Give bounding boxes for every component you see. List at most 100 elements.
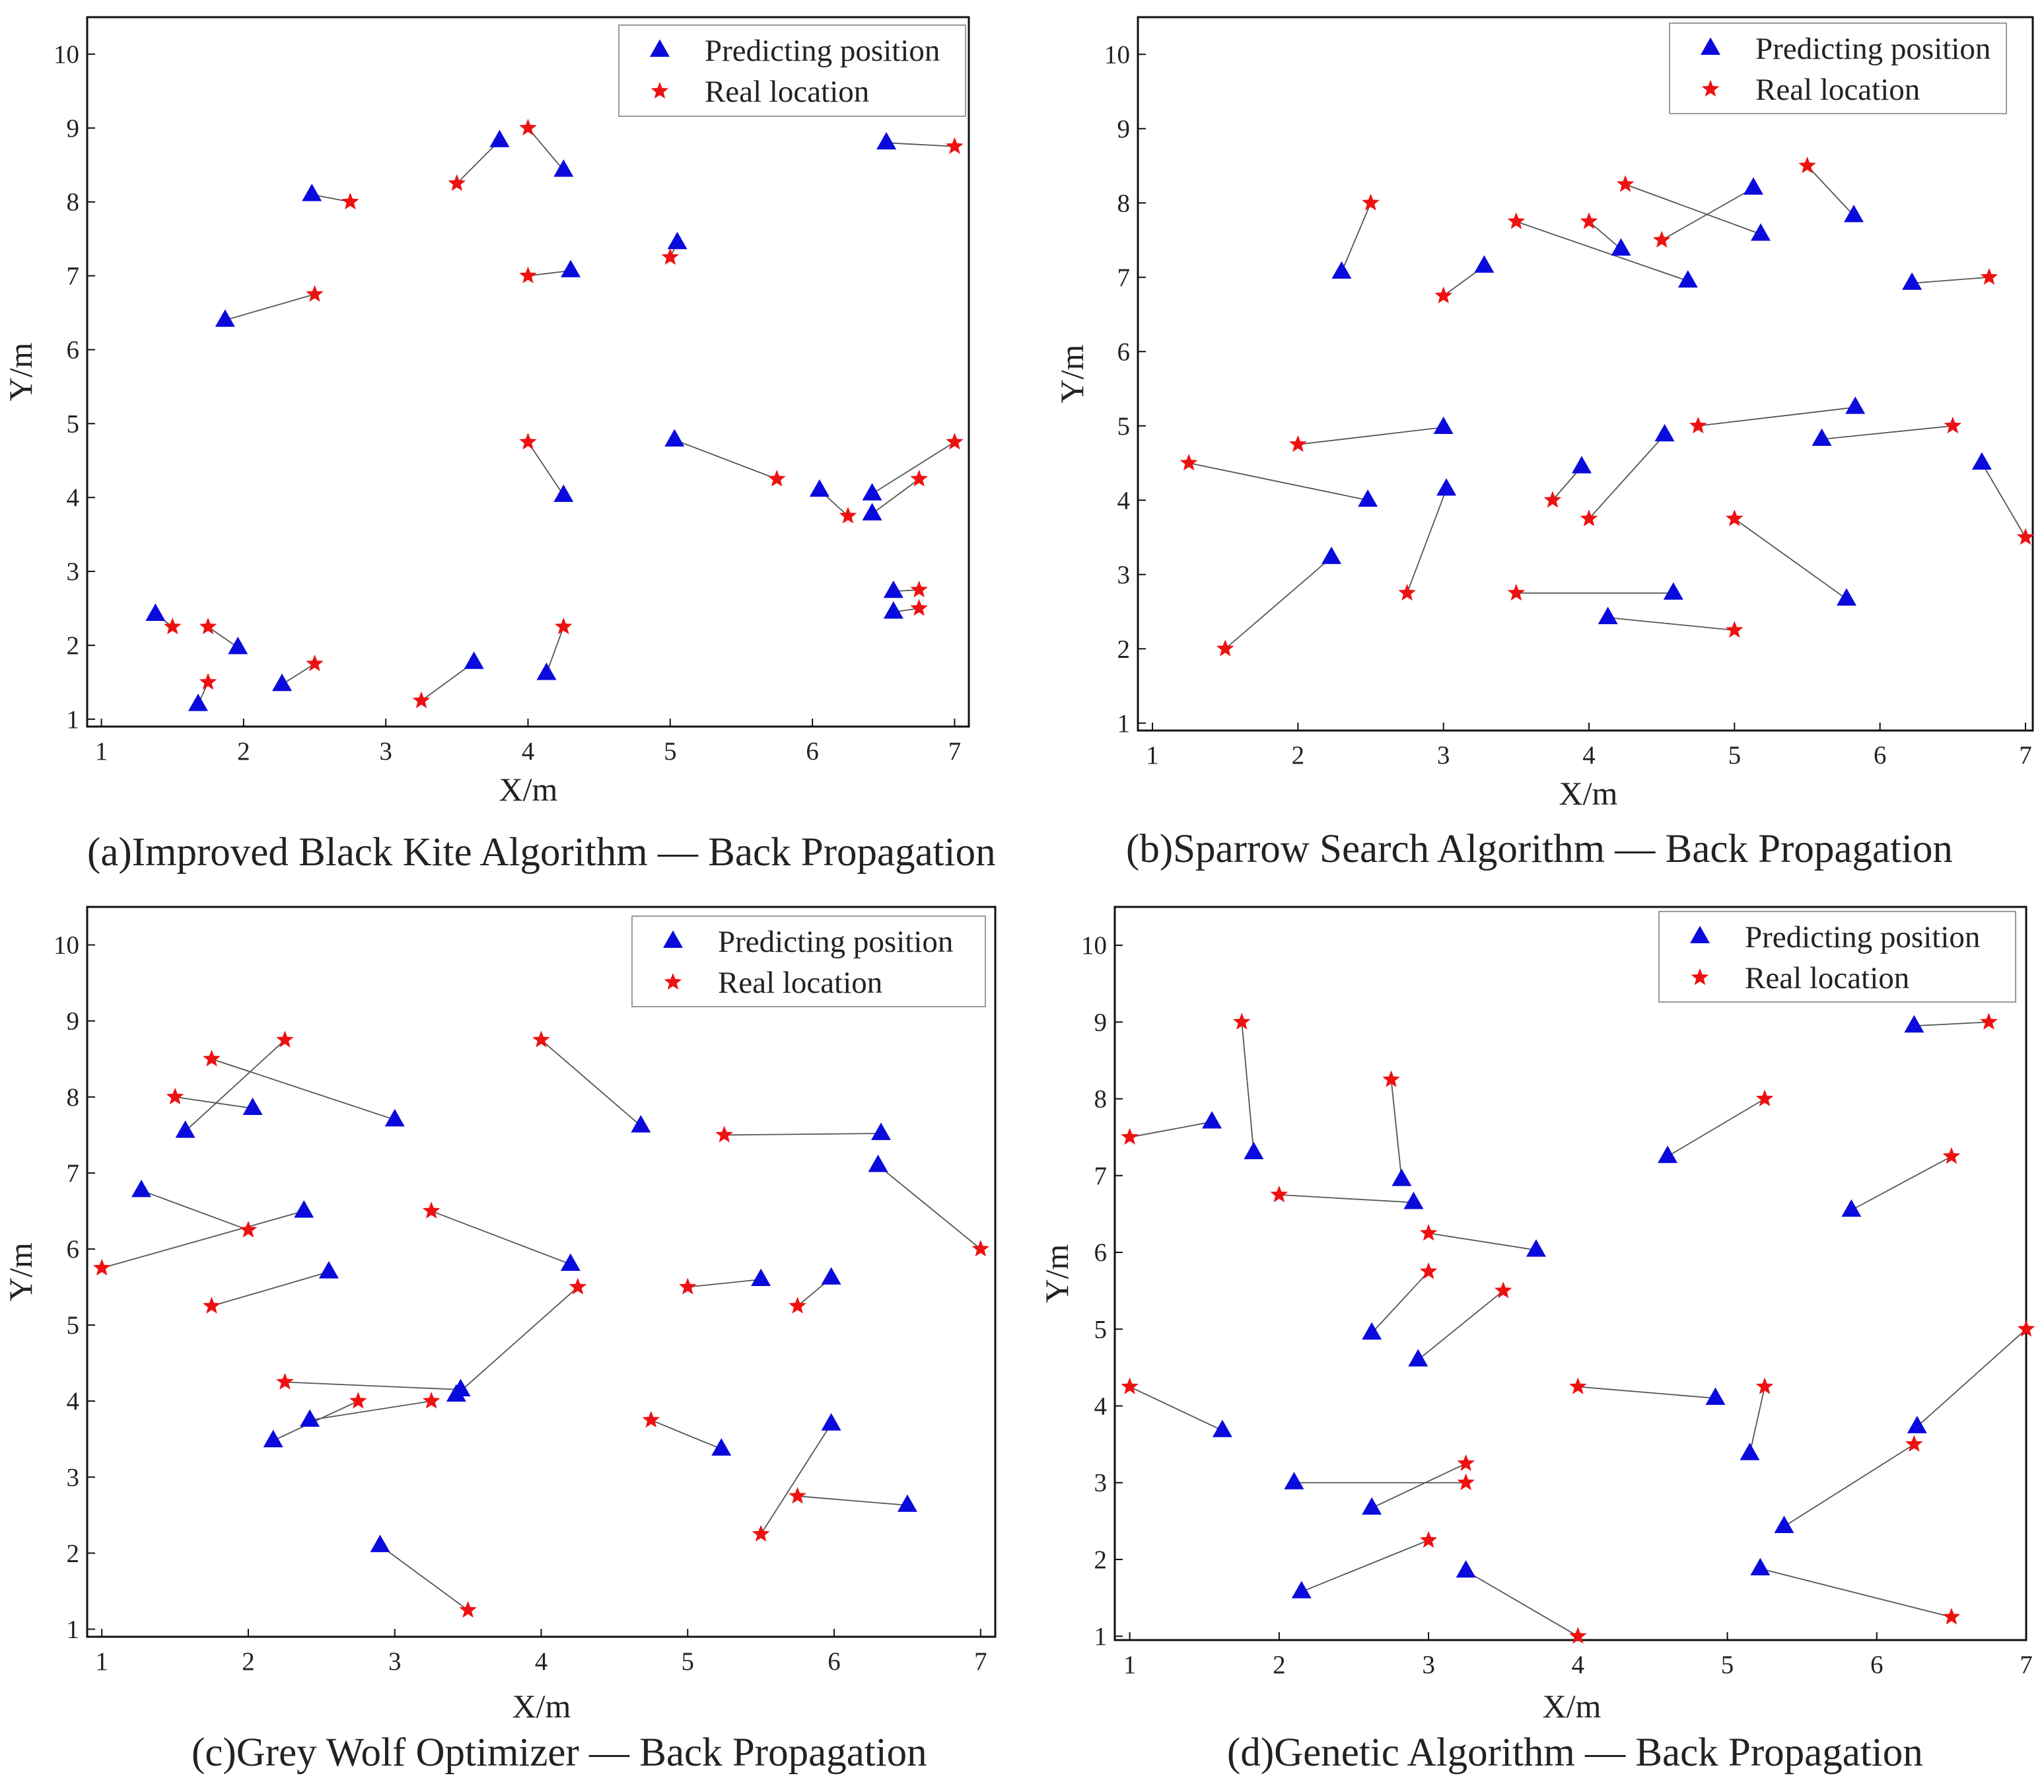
x-tick-label: 7 xyxy=(2019,741,2032,770)
predicted-point xyxy=(1526,1239,1546,1257)
error-link-line xyxy=(1588,434,1666,519)
error-link-line xyxy=(674,439,777,480)
predicted-point xyxy=(1750,1558,1771,1575)
real-point xyxy=(1233,1013,1251,1030)
predicted-point xyxy=(1654,423,1675,442)
real-point xyxy=(239,1221,258,1238)
y-tick-label: 8 xyxy=(67,1083,80,1112)
predicted-point xyxy=(536,663,557,680)
error-link-line xyxy=(309,1400,432,1421)
real-point xyxy=(661,248,680,265)
legend-star-icon xyxy=(1701,80,1720,97)
error-link-line xyxy=(724,1133,882,1136)
real-point xyxy=(422,1392,441,1409)
y-tick-label: 5 xyxy=(1117,412,1131,441)
y-tick-label: 10 xyxy=(1081,931,1107,960)
x-tick-label: 7 xyxy=(948,737,962,766)
error-link-line xyxy=(141,1190,249,1231)
y-tick-label: 3 xyxy=(67,557,80,586)
error-link-line xyxy=(546,626,565,674)
real-point xyxy=(422,1201,441,1219)
legend-predicted-label: Predicting position xyxy=(718,925,953,959)
predicted-point xyxy=(1571,456,1592,474)
real-point xyxy=(1457,1473,1475,1491)
plot-frame xyxy=(1137,16,2034,732)
legend-box xyxy=(631,915,986,1007)
real-point xyxy=(276,1030,294,1048)
panel-caption: (c)Grey Wolf Optimizer — Back Propagatio… xyxy=(192,1731,927,1775)
real-point xyxy=(1980,268,1998,285)
predicted-point xyxy=(1291,1581,1312,1598)
real-point xyxy=(1419,1530,1438,1548)
error-link-line xyxy=(1516,221,1689,282)
plot-frame xyxy=(1113,906,2027,1641)
error-link-line xyxy=(527,441,565,496)
real-point xyxy=(1652,231,1671,248)
real-point xyxy=(1755,1377,1774,1394)
predicted-point xyxy=(1611,238,1631,256)
real-point xyxy=(412,691,431,709)
real-point xyxy=(203,1297,221,1314)
y-tick-label: 6 xyxy=(1094,1238,1108,1267)
real-point xyxy=(1580,509,1598,526)
error-link-line xyxy=(184,1039,286,1132)
real-point xyxy=(1121,1128,1139,1145)
error-link-line xyxy=(1279,1194,1414,1203)
x-tick-label: 2 xyxy=(237,737,250,766)
legend-predicted-label: Predicting position xyxy=(705,34,940,68)
error-link-line xyxy=(540,1039,641,1127)
real-point xyxy=(1507,212,1526,229)
legend-triangle-icon xyxy=(663,930,683,949)
panels: 1 2 3 4 5 6 7 1 2 3 4 5 6 7 8 9 10 X/m Y/m Predicting posit… xyxy=(2,16,2035,1775)
predicted-point xyxy=(553,159,574,177)
y-tick-label: 4 xyxy=(67,484,80,512)
error-link-line xyxy=(1912,276,1989,284)
error-link-line xyxy=(1850,1155,1952,1211)
y-tick-label: 7 xyxy=(67,262,80,291)
error-link-line xyxy=(651,1419,722,1450)
error-link-line xyxy=(1371,1462,1467,1509)
predicted-point xyxy=(897,1494,917,1512)
error-link-line xyxy=(1465,1570,1578,1637)
y-tick-label: 5 xyxy=(1094,1315,1108,1344)
error-link-line xyxy=(1806,165,1854,216)
predicted-point xyxy=(1971,452,1992,470)
predicted-point xyxy=(1408,1349,1428,1367)
predicted-point xyxy=(667,231,687,250)
real-point xyxy=(1755,1089,1774,1106)
legend-triangle-icon xyxy=(1690,925,1710,944)
error-link-line xyxy=(872,441,955,495)
error-link-line xyxy=(1914,1021,1989,1027)
y-tick-label: 4 xyxy=(67,1387,80,1416)
predicted-point xyxy=(868,1154,888,1172)
real-point xyxy=(768,470,786,487)
x-axis-label: X/m xyxy=(512,1688,571,1725)
error-link-line xyxy=(211,1058,396,1121)
error-link-line xyxy=(174,1096,253,1109)
real-point xyxy=(306,285,324,302)
predicted-point xyxy=(1844,205,1864,223)
error-link-line xyxy=(225,293,315,321)
predicted-point xyxy=(1598,606,1618,625)
predicted-point xyxy=(809,479,829,497)
predicted-point xyxy=(294,1200,314,1218)
y-tick-label: 7 xyxy=(67,1159,80,1188)
real-point xyxy=(555,618,573,635)
real-point xyxy=(349,1392,367,1409)
error-link-line xyxy=(1341,202,1372,273)
real-point xyxy=(1726,621,1744,638)
predicted-point xyxy=(751,1268,771,1287)
legend-predicted-label: Predicting position xyxy=(1745,920,1980,954)
error-link-line xyxy=(1698,406,1856,427)
x-tick-label: 5 xyxy=(1728,741,1742,770)
error-link-line xyxy=(1578,1386,1716,1399)
error-link-line xyxy=(1749,1386,1765,1454)
error-link-line xyxy=(1667,1098,1765,1157)
real-point xyxy=(1905,1435,1923,1452)
error-link-line xyxy=(281,663,315,685)
error-link-line xyxy=(528,269,571,277)
x-tick-label: 1 xyxy=(95,1647,108,1676)
predicted-point xyxy=(862,503,882,520)
y-tick-label: 9 xyxy=(1117,115,1131,143)
